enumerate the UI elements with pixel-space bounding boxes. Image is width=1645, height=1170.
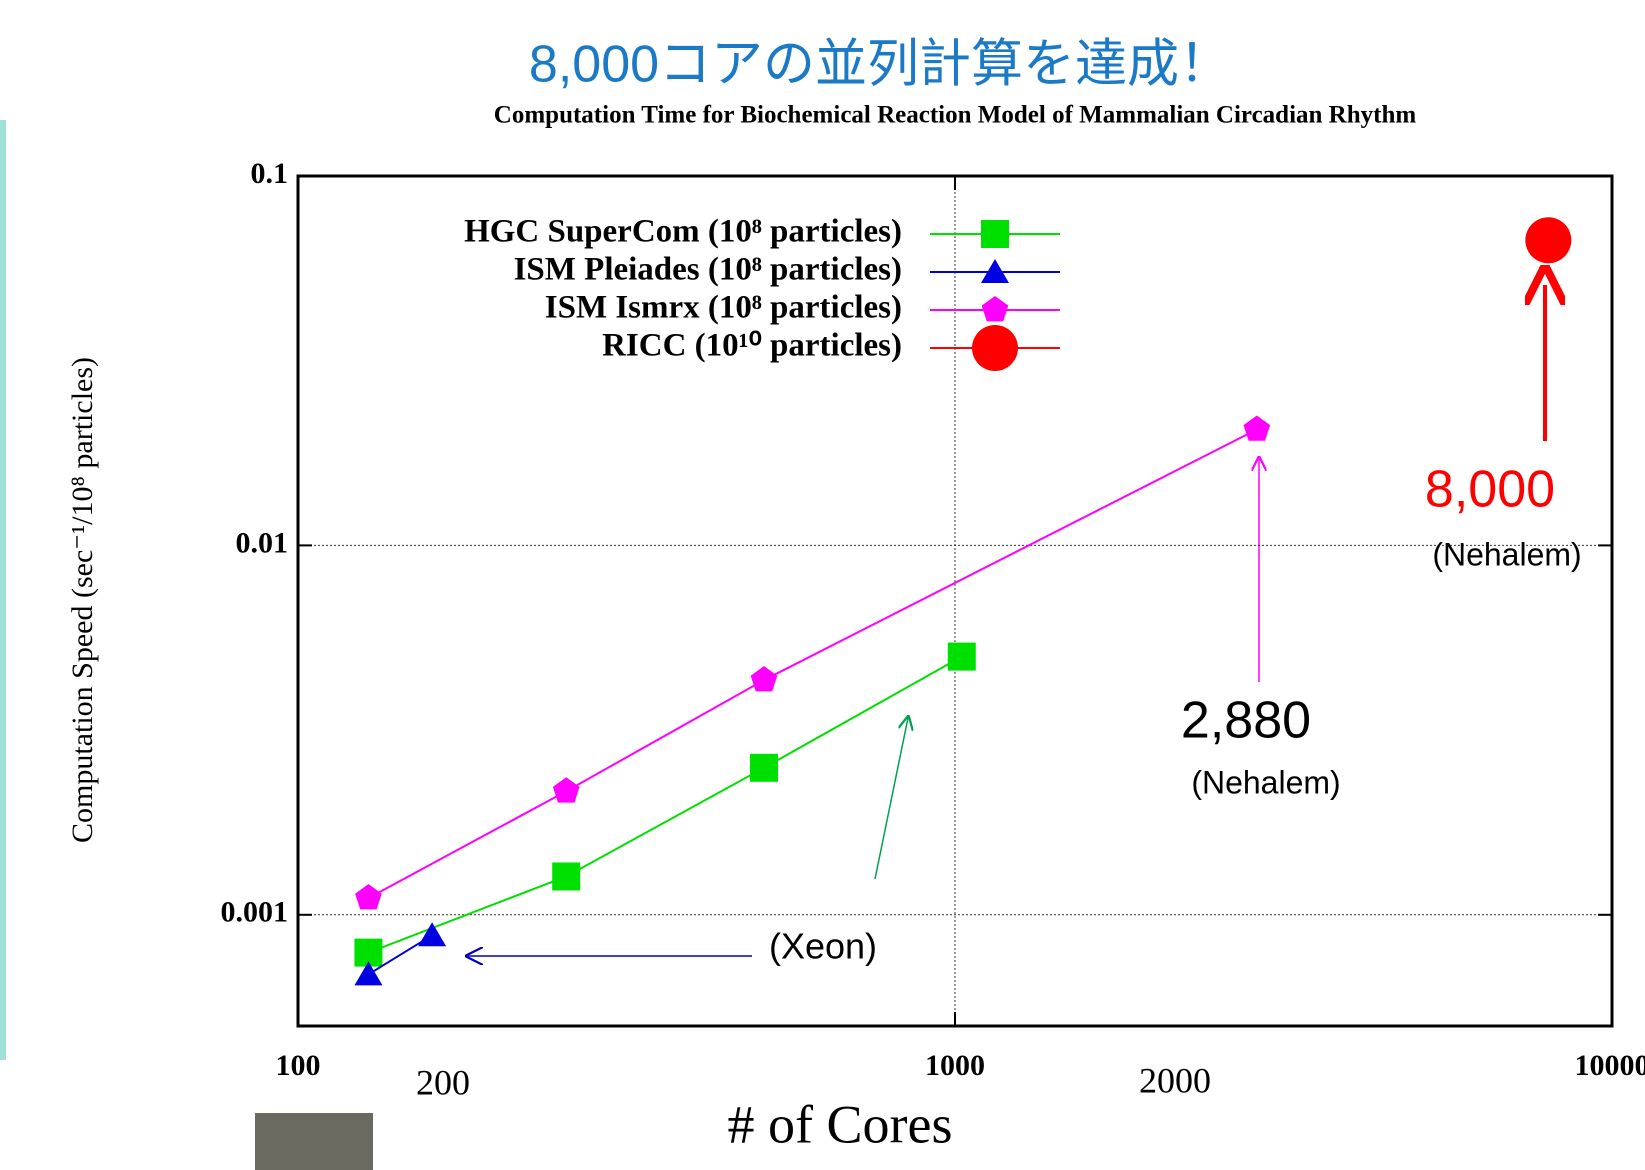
slide-edge (0, 120, 6, 1060)
chart-subtitle: Computation Time for Biochemical Reactio… (494, 102, 1417, 129)
marker (355, 884, 382, 909)
annotation: (Nehalem) (1191, 764, 1340, 800)
series-line (368, 429, 1256, 898)
marker (982, 296, 1009, 321)
chart: 8,000コアの並列計算を達成！ Computation Time for Bi… (0, 0, 1645, 1170)
annotation: (Xeon) (769, 926, 877, 967)
y-tick-label: 0.001 (221, 896, 289, 929)
legend-label: ISM Ismrx (10⁸ particles) (545, 290, 902, 326)
x-tick-label: 100 (276, 1049, 321, 1082)
legend-label: ISM Pleiades (10⁸ particles) (514, 252, 902, 288)
series-line (368, 657, 961, 953)
chart-title: 8,000コアの並列計算を達成！ (529, 36, 1231, 94)
marker (1244, 415, 1271, 440)
marker (972, 325, 1018, 371)
legend-label: RICC (10¹⁰ particles) (602, 328, 902, 364)
y-tick-label: 0.01 (236, 526, 289, 559)
x-tick-label: 10000 (1575, 1049, 1645, 1082)
marker (981, 220, 1009, 248)
annotation: 2,880 (1181, 692, 1311, 750)
arrow (875, 718, 908, 879)
annotation: 200 (416, 1062, 470, 1102)
annotation: 8,000 (1425, 461, 1555, 519)
marker (552, 862, 580, 890)
legend-label: HGC SuperCom (10⁸ particles) (464, 214, 902, 250)
x-tick-label: 1000 (925, 1049, 985, 1082)
photo (255, 1113, 373, 1170)
marker (948, 643, 976, 671)
marker (750, 754, 778, 782)
annotation: 2000 (1139, 1060, 1211, 1100)
y-tick-label: 0.1 (251, 157, 289, 190)
marker (751, 666, 778, 691)
x-axis-label: # of Cores (728, 1094, 953, 1154)
annotation: (Nehalem) (1432, 536, 1581, 572)
marker (553, 777, 580, 802)
page: {"chart_data": { "type": "line", "title"… (0, 0, 1645, 1170)
marker (418, 922, 446, 946)
y-axis-label: Computation Speed (sec⁻¹/10⁸ particles) (66, 357, 99, 843)
marker (1525, 217, 1571, 263)
